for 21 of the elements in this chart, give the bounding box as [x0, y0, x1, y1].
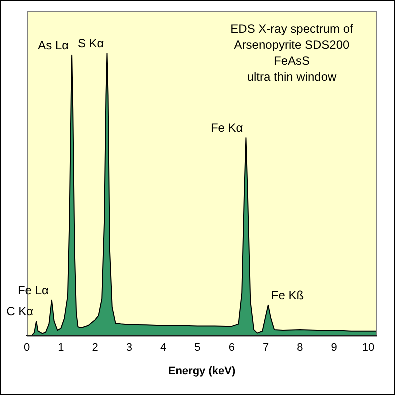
x-tick-label: 1 [58, 342, 64, 354]
x-tick-label: 0 [24, 342, 30, 354]
x-tick-label: 6 [228, 342, 235, 354]
x-tick-label: 4 [160, 342, 167, 354]
chart-title: EDS X-ray spectrum of Arsenopyrite SDS200 [230, 22, 354, 52]
annotation: ultra thin window [247, 70, 338, 84]
x-tick-label: 5 [194, 342, 201, 354]
annotation: As Lα [38, 38, 70, 52]
chart-subtitle: FeAsS [274, 54, 310, 68]
x-tick-label: 2 [92, 342, 98, 354]
annotation: C Kα [6, 304, 34, 318]
x-tick-label: 3 [126, 342, 132, 354]
x-tick-label: 8 [297, 342, 304, 354]
annotation: Fe Lα [18, 283, 49, 298]
annotation: Fe Kα [210, 121, 244, 136]
x-tick-label: 10 [362, 342, 375, 354]
x-axis-title: Energy (keV) [168, 365, 236, 378]
x-tick-label: 9 [331, 342, 338, 354]
annotation: Fe Kß [271, 288, 304, 302]
annotation: S Kα [78, 36, 104, 50]
x-tick-label: 7 [262, 342, 270, 354]
